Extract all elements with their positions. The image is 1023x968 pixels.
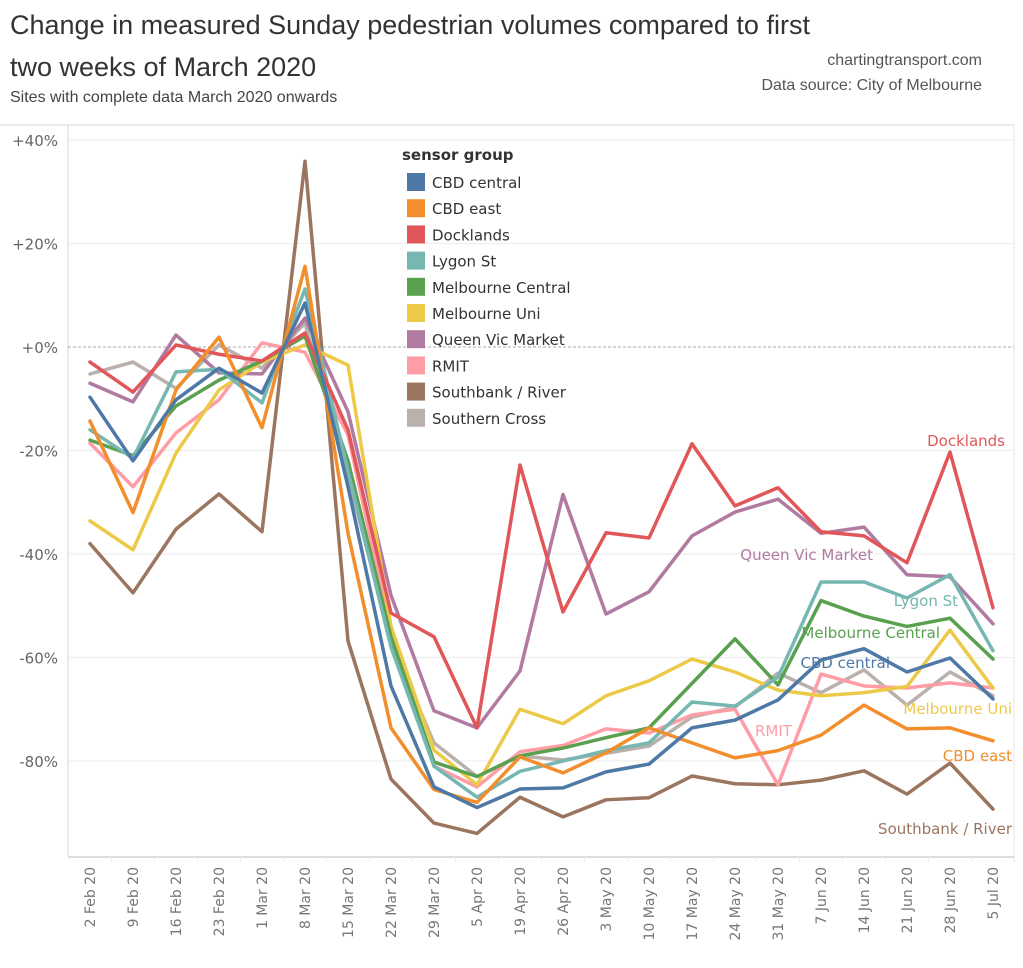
data-source-text: Data source: City of Melbourne [761,77,982,94]
end-label-cbd-east: CBD east [943,747,1012,765]
legend-item-label: Lygon St [432,253,496,271]
x-tick-label: 14 Jun 20 [857,867,873,933]
x-tick-label: 19 Apr 20 [513,867,529,936]
end-label-lygon-st: Lygon St [894,592,958,610]
x-tick-label: 17 May 20 [685,867,701,940]
legend-title: sensor group [402,146,514,164]
x-tick-label: 5 Apr 20 [470,867,486,927]
legend-item-label: Docklands [432,226,510,244]
end-label-docklands: Docklands [927,432,1005,450]
chart-title: Change in measured Sunday pedestrian vol… [10,4,1000,88]
series-line-queen-vic-market [88,316,995,730]
series-line-southbank-river [88,159,995,836]
chart-title-line-1: Change in measured Sunday pedestrian vol… [10,10,810,40]
legend-swatch [407,304,425,322]
x-tick-label: 16 Feb 20 [169,867,185,936]
y-tick-label: -40% [19,546,58,564]
series-lines [88,159,995,836]
legend-item-label: CBD central [432,174,521,192]
legend-swatch [407,330,425,349]
x-tick-label: 10 May 20 [642,867,658,940]
series-line-melbourne-uni [88,343,995,787]
credit-text: chartingtransport.com [827,52,982,69]
legend-swatch [407,173,425,191]
legend-swatch [407,225,425,244]
x-tick-label: 9 Feb 20 [126,867,142,927]
legend-item-label: RMIT [432,357,470,375]
y-axis: +40% +20% +0% -20% -40% -60% -80% [12,132,58,771]
end-label-queen-vic-market: Queen Vic Market [740,546,873,564]
x-tick-label: 2 Feb 20 [83,867,99,927]
y-tick-label: +20% [12,236,58,254]
x-tick-label: 23 Feb 20 [212,867,228,936]
end-label-melbourne-uni: Melbourne Uni [903,700,1012,718]
y-tick-label: -80% [19,753,58,771]
end-label-melbourne-central: Melbourne Central [801,624,940,642]
x-tick-label: 1 Mar 20 [255,867,271,929]
x-tick-label: 28 Jun 20 [943,867,959,933]
legend-swatch [407,251,425,270]
legend-item-label: Southern Cross [432,410,546,428]
legend-item-label: CBD east [432,200,501,218]
gridlines [0,124,1015,858]
x-tick-label: 26 Apr 20 [556,867,572,936]
y-tick-label: +0% [22,339,58,357]
legend-item-label: Queen Vic Market [432,331,565,349]
series-line-melbourne-central [88,334,995,779]
legend-item-label: Melbourne Uni [432,305,541,323]
legend-swatch [407,382,425,401]
legend-swatch [407,408,425,427]
legend-swatch [407,277,425,296]
x-axis: 2 Feb 20 9 Feb 20 16 Feb 20 23 Feb 20 1 Mar … [83,857,1015,940]
end-label-southbank-river: Southbank / River [878,820,1013,838]
x-tick-label: 31 May 20 [771,867,787,940]
legend-item-label: Melbourne Central [432,279,571,297]
series-line-cbd-central [88,301,995,810]
x-tick-label: 5 Jul 20 [986,867,1002,920]
legend-swatch [407,356,425,375]
y-tick-label: -60% [19,650,58,668]
end-labels: CBD central CBD east Docklands Lygon St Melb… [740,432,1013,838]
x-tick-label: 21 Jun 20 [900,867,916,933]
legend-swatch [407,199,425,218]
x-tick-label: 3 May 20 [599,867,615,932]
series-line-docklands [88,331,995,730]
end-label-rmit: RMIT [755,722,793,740]
y-tick-label: -20% [19,443,58,461]
x-tick-label: 8 Mar 20 [298,867,314,929]
x-tick-label: 15 Mar 20 [341,867,357,938]
chart-subtitle: Sites with complete data March 2020 onwa… [10,89,338,106]
legend: sensor group CBD central CBD east Docklands… [402,146,571,428]
y-tick-label: +40% [12,132,58,150]
x-tick-label: 7 Jun 20 [814,867,830,925]
x-tick-label: 29 Mar 20 [427,867,443,938]
legend-item-label: Southbank / River [432,384,567,402]
end-label-cbd-central: CBD central [801,654,890,672]
x-tick-label: 22 Mar 20 [384,867,400,938]
x-tick-label: 24 May 20 [728,867,744,940]
chart-title-line-2: two weeks of March 2020 [10,52,317,82]
